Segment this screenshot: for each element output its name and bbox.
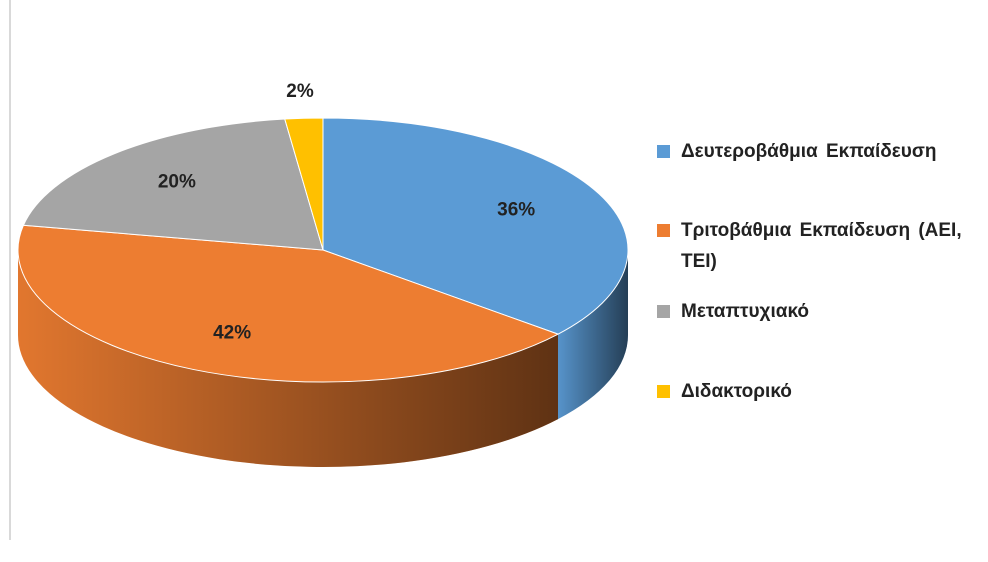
slice [22, 118, 324, 251]
legend-swatch [657, 305, 670, 318]
slice [322, 117, 629, 335]
side-shade [558, 250, 628, 420]
legend-swatch [657, 385, 670, 398]
legend-label: Μεταπτυχιακό [681, 301, 810, 322]
legend-swatch [657, 145, 670, 158]
legend-label: Τριτοβάθμια Εκπαίδευση (ΑΕΙ, ΤΕΙ) [681, 220, 962, 272]
data-label: 42% [213, 323, 251, 344]
data-label: 2% [286, 81, 314, 102]
legend-label: Διδακτορικό [681, 381, 792, 402]
data-label: 20% [158, 172, 196, 193]
legend-label: Δευτεροβάθμια Εκπαίδευση [681, 141, 937, 162]
legend-swatch [657, 224, 670, 237]
slice [17, 224, 560, 383]
slice [284, 117, 324, 251]
side-shade [18, 250, 559, 467]
data-label: 36% [497, 200, 535, 221]
